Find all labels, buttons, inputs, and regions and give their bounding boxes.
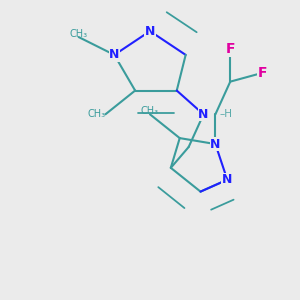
Text: CH₃: CH₃ (70, 29, 88, 39)
Text: N: N (222, 173, 232, 186)
Text: N: N (109, 48, 119, 62)
Text: CH₃: CH₃ (141, 106, 159, 116)
Text: F: F (258, 66, 268, 80)
Text: –H: –H (220, 109, 233, 119)
Text: F: F (226, 42, 235, 56)
Text: CH₃: CH₃ (87, 109, 106, 119)
Text: N: N (198, 108, 209, 121)
Text: N: N (145, 25, 155, 38)
Text: N: N (210, 138, 220, 151)
